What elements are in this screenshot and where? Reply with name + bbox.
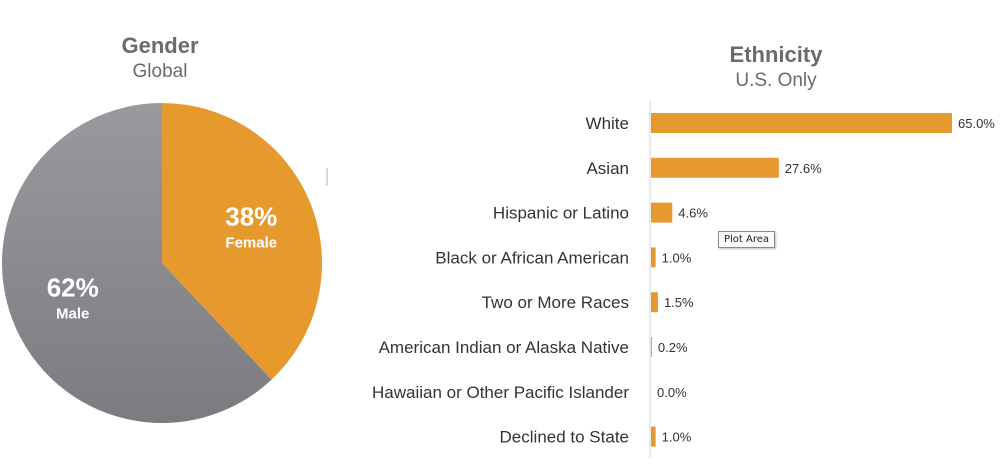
bar-value-label: 0.0%	[657, 385, 687, 400]
pie-label-name-male: Male	[56, 305, 89, 322]
bar[interactable]	[651, 337, 652, 357]
bar-category-label: Black or African American	[435, 248, 629, 267]
ethnicity-chart-subtitle: U.S. Only	[735, 70, 817, 91]
gender-chart-title: Gender	[121, 33, 198, 58]
bar-category-label: Asian	[586, 159, 629, 178]
bar-value-label: 27.6%	[785, 161, 822, 176]
pie-slices	[1, 103, 322, 423]
plot-area-tooltip: Plot Area	[718, 231, 776, 248]
pie-label-value-female: 38%	[225, 202, 277, 232]
pie-label-value-male: 62%	[47, 272, 99, 302]
bar-value-label: 4.6%	[678, 206, 708, 221]
bar-category-label: White	[586, 114, 629, 133]
bar-category-label: American Indian or Alaska Native	[379, 338, 629, 357]
bar-category-label: Two or More Races	[482, 293, 629, 312]
bar-group[interactable]: White 65.0% Asian 27.6% Hispanic or Latino 4.…	[372, 113, 995, 447]
bar-value-label: 1.5%	[664, 295, 694, 310]
bar[interactable]	[651, 426, 656, 447]
bar-value-label: 0.2%	[658, 340, 688, 355]
ethnicity-chart: Ethnicity U.S. Only White 65.0% Asian 27.6%…	[372, 42, 995, 458]
pie-slice-male[interactable]	[1, 103, 272, 423]
bar[interactable]	[651, 157, 779, 178]
pie-labels[interactable]: 38% Female 62% Male	[47, 202, 278, 323]
bar-category-label: Declined to State	[500, 428, 629, 447]
bar[interactable]	[651, 247, 656, 268]
bar[interactable]	[651, 292, 658, 313]
pie-label-name-female: Female	[225, 235, 277, 252]
bar-value-label: 1.0%	[662, 250, 692, 265]
bar[interactable]	[651, 113, 952, 133]
gender-chart-subtitle: Global	[133, 61, 188, 82]
bar[interactable]	[651, 202, 673, 223]
ethnicity-chart-title: Ethnicity	[730, 42, 824, 67]
panel-divider	[326, 168, 328, 186]
bar-category-label: Hispanic or Latino	[493, 204, 629, 223]
pie-slice-female[interactable]	[162, 103, 322, 380]
gender-chart: Gender Global 38% Female 62% Male	[1, 33, 322, 423]
bar-category-label: Hawaiian or Other Pacific Islander	[372, 383, 629, 402]
bar-value-label: 65.0%	[958, 116, 995, 131]
bar-value-label: 1.0%	[662, 430, 692, 445]
